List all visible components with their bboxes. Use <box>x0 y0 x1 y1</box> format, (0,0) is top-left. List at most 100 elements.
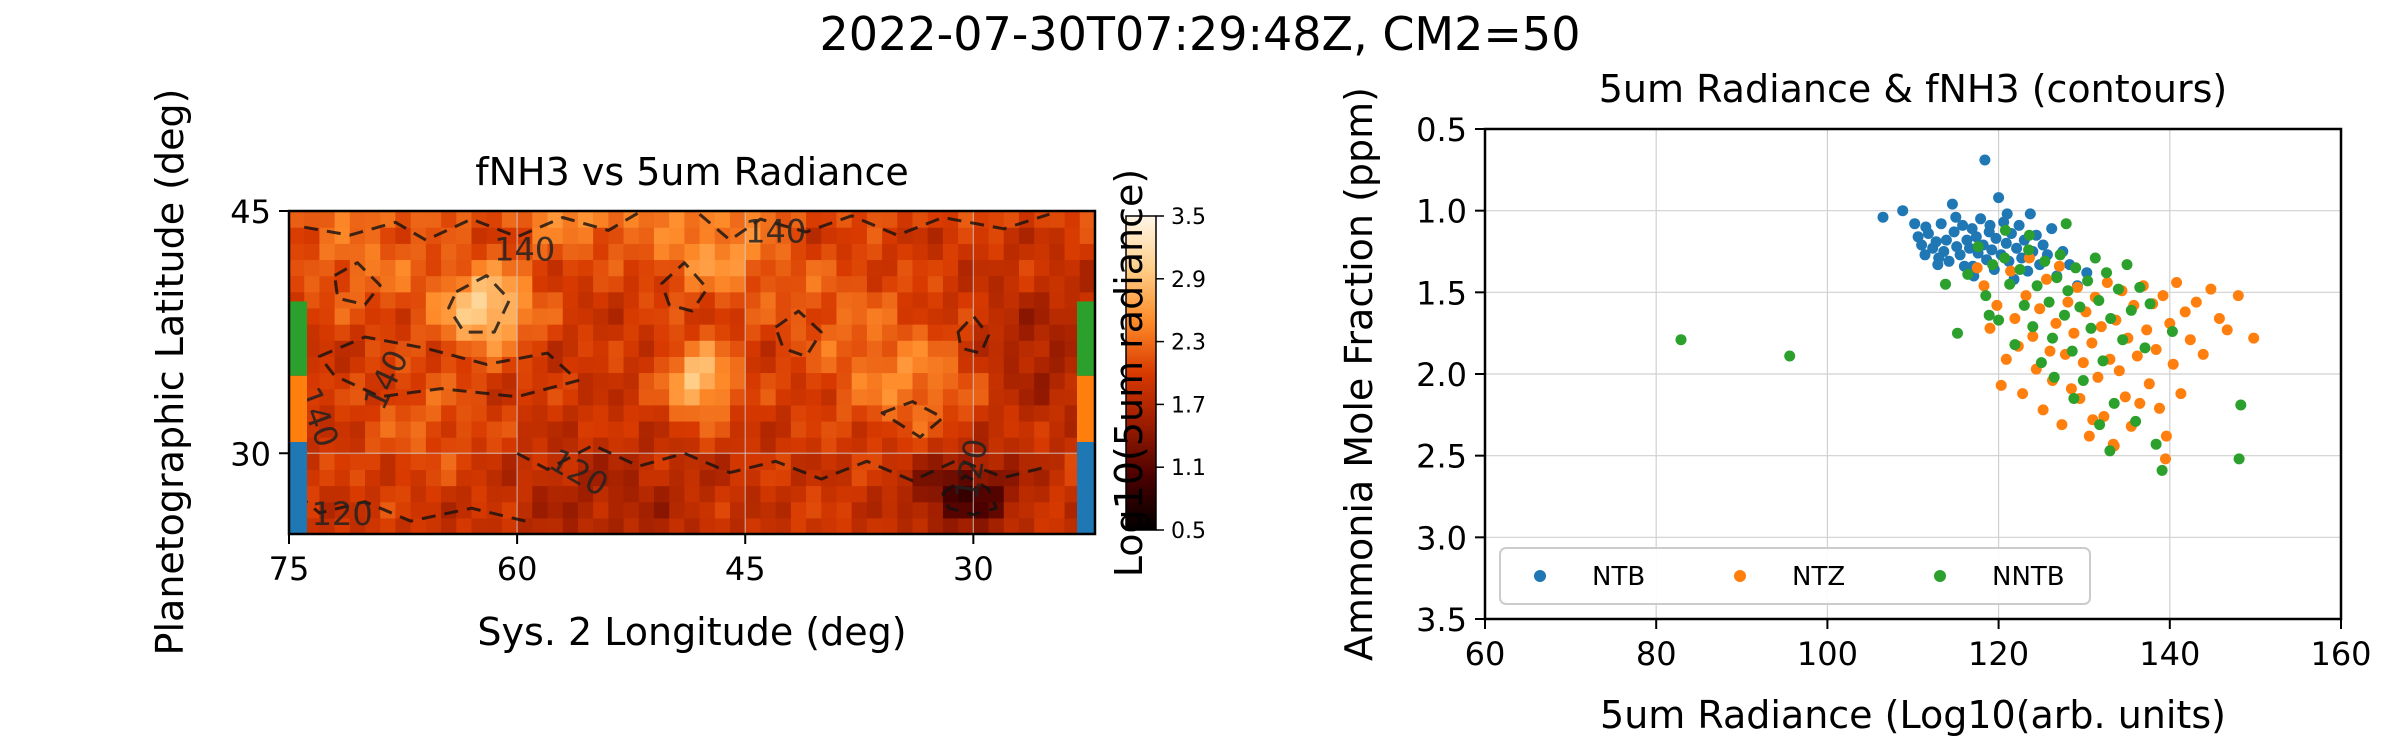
scatter-point-ntz <box>2179 306 2191 318</box>
heatmap-cell <box>745 372 762 390</box>
heatmap-cell <box>882 291 898 309</box>
heatmap-cell <box>821 453 838 470</box>
heatmap-cell <box>669 324 685 341</box>
heatmap-cell <box>1064 485 1081 503</box>
heatmap-cell <box>577 259 594 277</box>
heatmap-cell <box>441 501 457 519</box>
heatmap-cell <box>958 437 974 454</box>
heatmap-cell <box>897 388 914 406</box>
scatter-point-ntz <box>2071 281 2083 293</box>
heatmap-cell <box>380 485 397 503</box>
heatmap-cell <box>517 469 533 487</box>
heatmap-cell <box>517 307 533 325</box>
heatmap-cell <box>532 259 549 277</box>
figure-suptitle: 2022-07-30T07:29:48Z, CM2=50 <box>820 7 1581 61</box>
heatmap-cell <box>577 420 594 438</box>
scatter-point-ntb <box>1984 219 1996 231</box>
scatter-point-nntb <box>2062 285 2074 297</box>
heatmap-cell <box>958 501 974 519</box>
heatmap-cell <box>760 243 777 261</box>
scatter-point-nntb <box>2101 267 2112 279</box>
heatmap-cell <box>1018 243 1035 261</box>
heatmap-cell <box>501 211 518 228</box>
heatmap-cell <box>1064 356 1081 374</box>
heatmap-cell <box>821 211 838 228</box>
scatter-point-ntz <box>2190 296 2202 308</box>
heatmap-cell <box>334 453 351 470</box>
heatmap-cell <box>365 453 381 470</box>
heatmap-cell <box>684 356 701 374</box>
heatmap-cell <box>927 420 944 438</box>
contour-line <box>516 443 1050 483</box>
heatmap-cell <box>653 469 670 487</box>
scatter-point-ntz <box>2037 404 2049 416</box>
heatmap-cell <box>988 420 1005 438</box>
heatmap-cell <box>334 404 351 422</box>
heatmap-cell <box>380 243 397 261</box>
heatmap-cell <box>425 243 442 261</box>
heatmap-cell <box>745 227 762 244</box>
heatmap-cell <box>547 453 564 470</box>
scatter-point-nntb <box>2235 399 2247 411</box>
heatmap-cell <box>669 501 685 519</box>
heatmap-cell <box>471 275 488 293</box>
heatmap-cell <box>988 227 1005 244</box>
heatmap-cell <box>486 437 503 454</box>
heatmap-cell <box>638 469 655 487</box>
heatmap-cell <box>319 324 336 341</box>
heatmap-cell <box>623 227 640 244</box>
scatter-xtick-label: 120 <box>1968 635 2029 673</box>
heatmap-cell <box>1018 340 1035 357</box>
heatmap-cell <box>1049 259 1066 277</box>
heatmap-cell <box>577 275 594 293</box>
heatmap-cell <box>669 211 685 228</box>
heatmap-cell <box>851 372 868 390</box>
heatmap-cell <box>638 243 655 261</box>
heatmap-cell <box>1018 420 1035 438</box>
heatmap-cell <box>593 388 609 406</box>
scatter-point-ntb <box>1986 244 1998 256</box>
heatmap-cell <box>714 437 731 454</box>
scatter-point-ntz <box>2150 344 2162 355</box>
heatmap-cell <box>684 275 701 293</box>
heatmap-cell <box>684 243 701 261</box>
scatter-ytick-label: 2.5 <box>1416 438 1467 476</box>
scatter-point-ntz <box>2119 391 2131 403</box>
heatmap-cell <box>851 501 868 519</box>
heatmap-cell <box>532 517 549 534</box>
heatmap-cell <box>456 243 473 261</box>
heatmap-cell <box>806 211 822 228</box>
heatmap-cell <box>851 420 868 438</box>
heatmap-cell <box>942 243 959 261</box>
heatmap-cell <box>851 469 868 487</box>
heatmap-cell <box>334 437 351 454</box>
heatmap-cell <box>973 437 990 454</box>
heatmap-cell <box>699 324 716 341</box>
heatmap-cell <box>334 307 351 325</box>
heatmap-cell <box>471 469 488 487</box>
scatter-points <box>1675 154 2260 476</box>
heatmap-cell <box>973 324 990 341</box>
heatmap-cell <box>593 275 609 293</box>
heatmap-cell <box>1034 340 1050 357</box>
heatmap-cell <box>866 485 883 503</box>
heatmap-cell <box>517 356 533 374</box>
heatmap-cell <box>973 275 990 293</box>
heatmap-cell <box>684 291 701 309</box>
scatter-point-ntz <box>2083 430 2095 442</box>
colorbar-tick-label: 1.7 <box>1171 393 1206 418</box>
heatmap-frame <box>287 209 1097 536</box>
heatmap-cell <box>897 307 914 325</box>
heatmap-cell <box>471 372 488 390</box>
heatmap-cell <box>653 356 670 374</box>
heatmap-cell <box>501 469 518 487</box>
heatmap-cell <box>912 227 929 244</box>
heatmap-cell <box>289 275 305 293</box>
heatmap-cell <box>425 437 442 454</box>
heatmap-cell <box>760 340 777 357</box>
scatter-point-nntb <box>1993 314 2005 326</box>
scatter-point-nntb <box>2156 464 2168 476</box>
heatmap-cell <box>304 501 321 519</box>
scatter-point-nntb <box>1999 224 2011 236</box>
heatmap-cell <box>1003 275 1020 293</box>
